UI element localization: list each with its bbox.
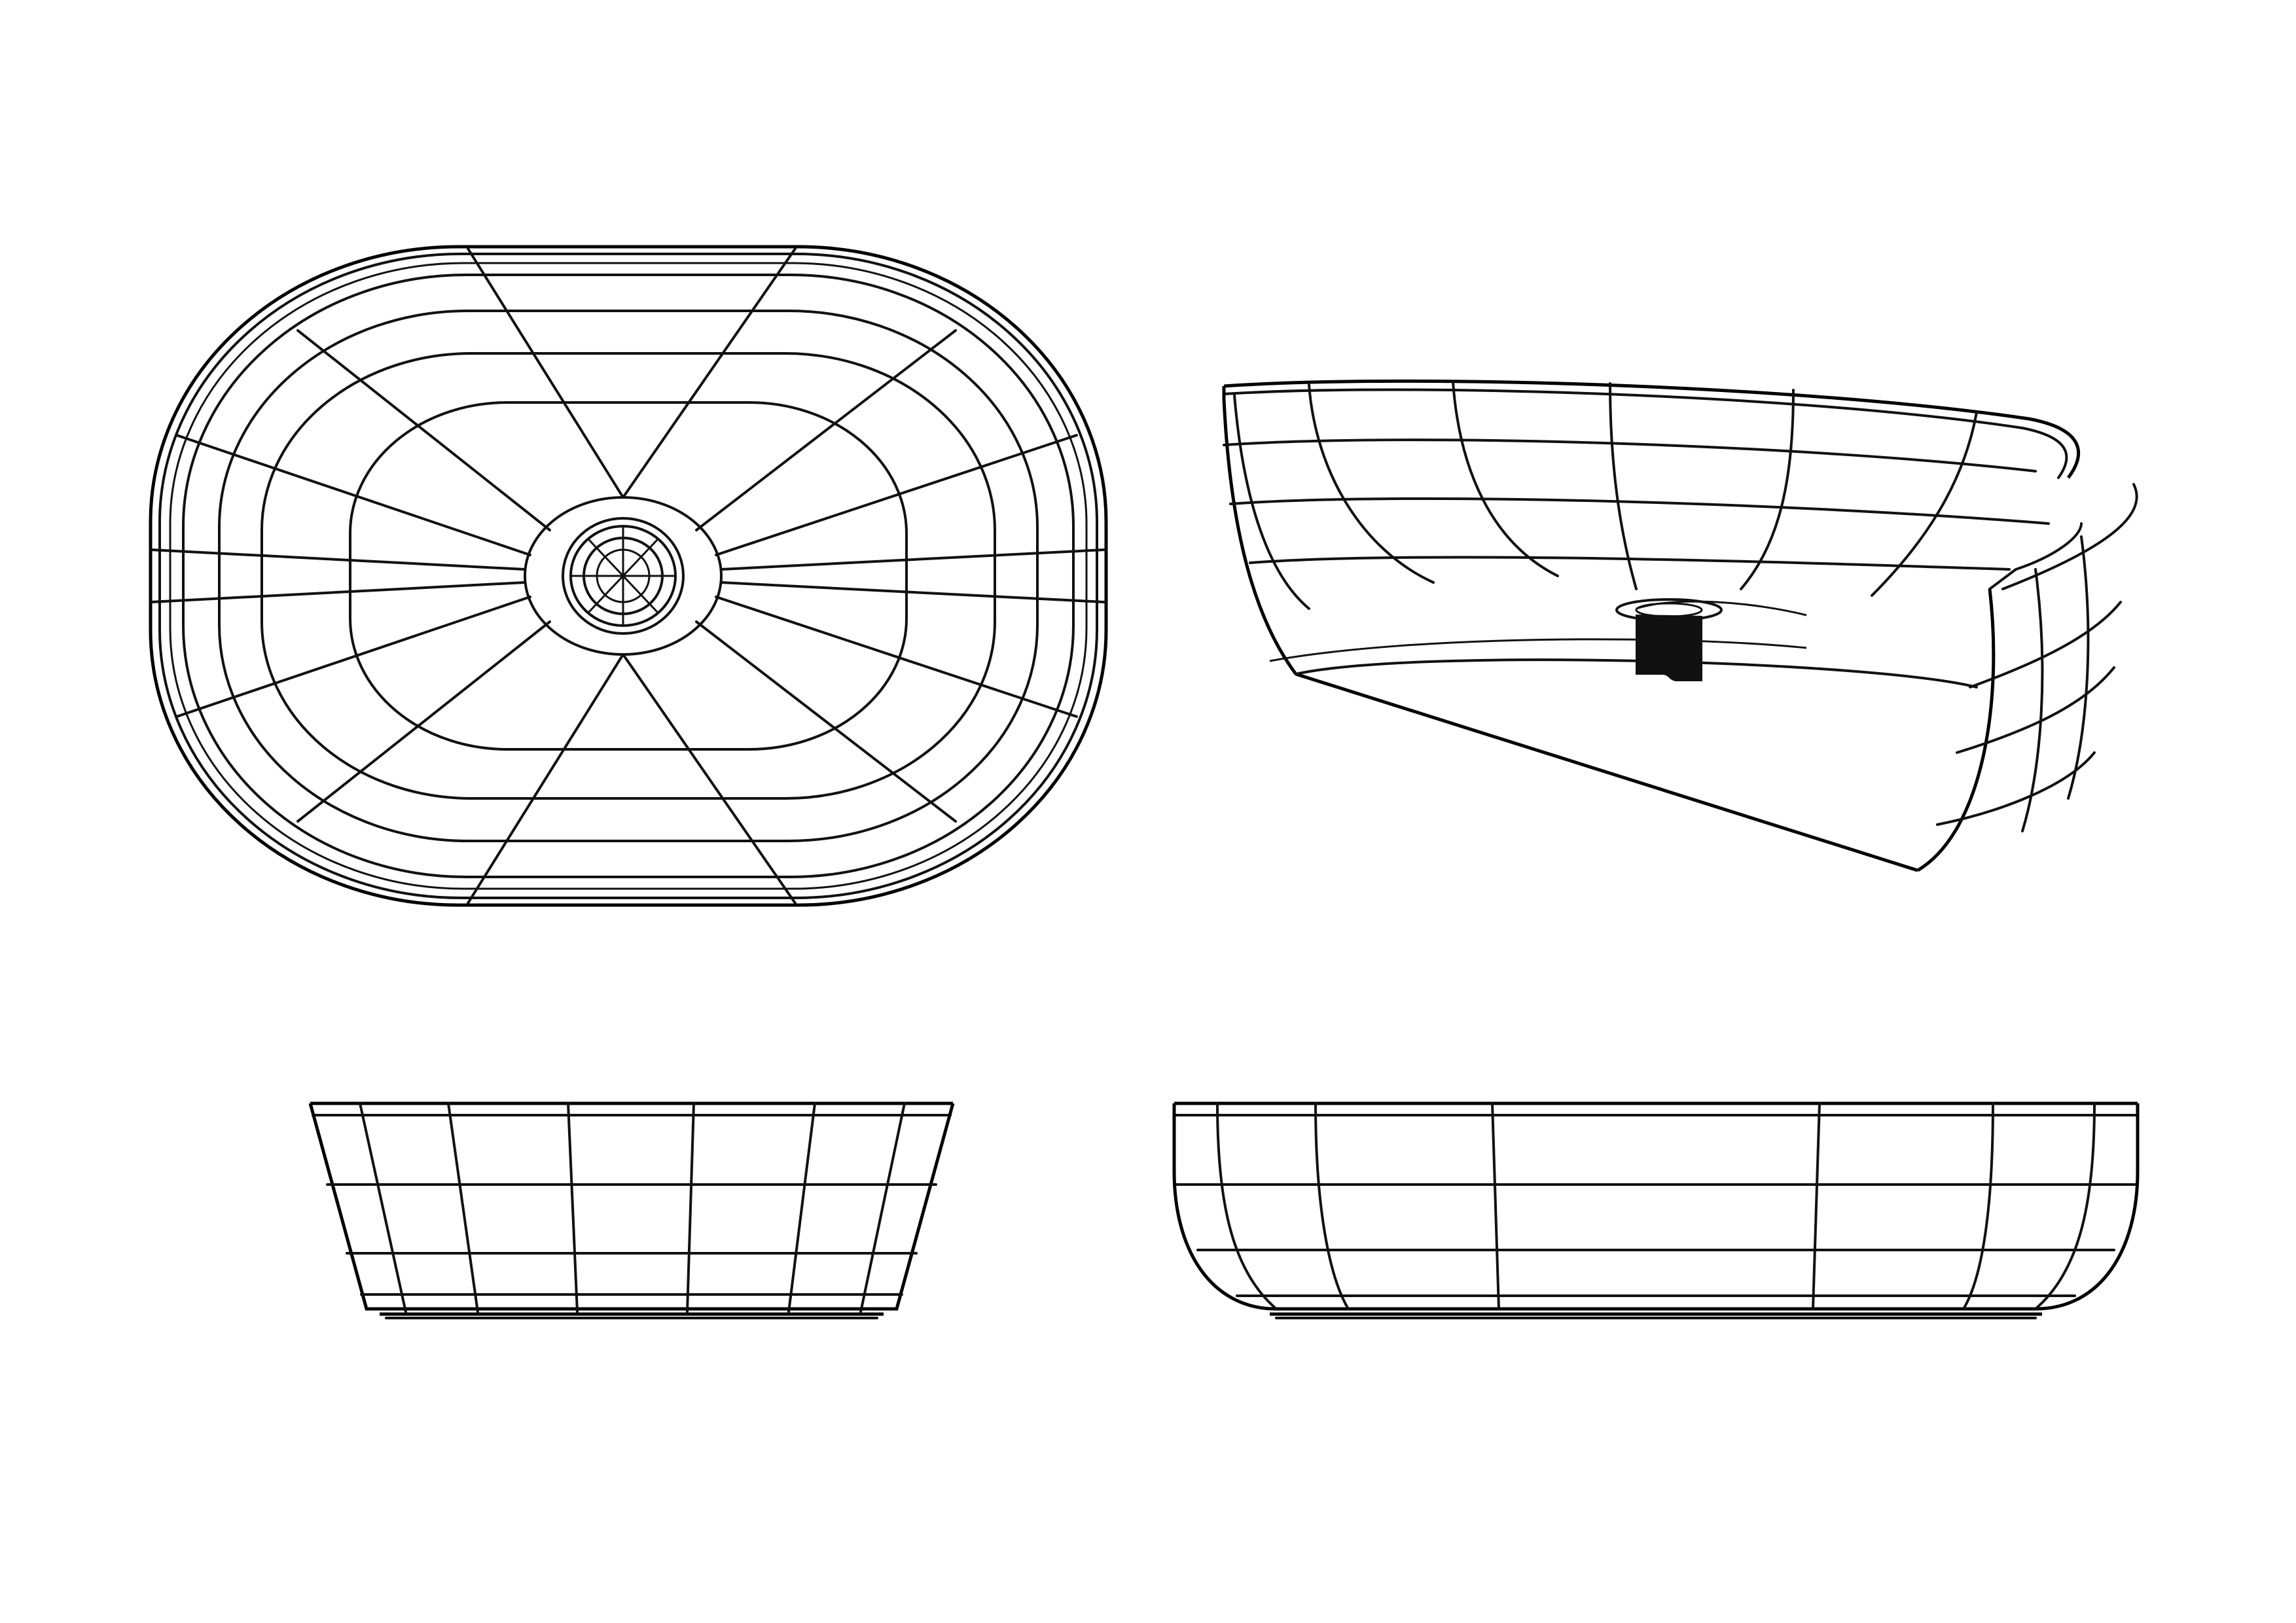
top-view [144, 242, 1113, 910]
section-view-wireframe [1222, 379, 2138, 872]
side-view-wireframe [1172, 1101, 2140, 1319]
front-view-wireframe [308, 1101, 955, 1319]
section-view [1217, 373, 2160, 872]
top-view-wireframe [149, 245, 1108, 907]
front-view [308, 1099, 956, 1322]
side-view [1172, 1099, 2140, 1322]
